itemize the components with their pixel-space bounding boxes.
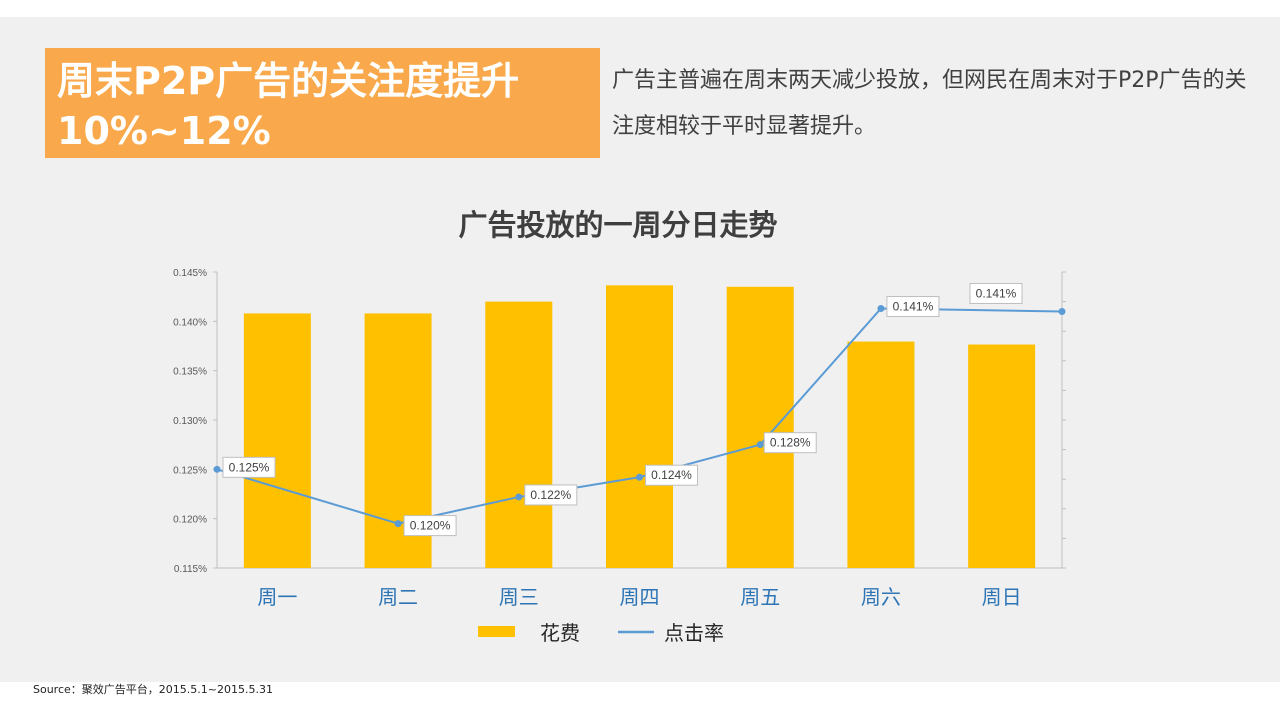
data-label-box xyxy=(886,296,940,318)
headline-box: 周末P2P广告的关注度提升 10%~12% xyxy=(45,48,600,158)
clickrate-point xyxy=(636,473,643,481)
clickrate-point xyxy=(394,520,402,528)
data-label-box xyxy=(763,432,817,454)
x-category-label: 周一 xyxy=(257,587,297,609)
y-tick-label: 0.135% xyxy=(173,367,207,378)
data-label-box xyxy=(222,456,276,478)
clickrate-point xyxy=(877,305,885,313)
data-label-box xyxy=(403,515,457,537)
clickrate-point xyxy=(213,465,221,473)
y-tick-label: 0.145% xyxy=(173,268,207,279)
legend-label-line: 点击率 xyxy=(664,622,724,645)
clickrate-point xyxy=(1058,307,1066,315)
y-tick-label: 0.125% xyxy=(173,465,207,476)
bar-3 xyxy=(485,301,553,568)
data-label-box xyxy=(524,484,578,506)
x-category-label: 周五 xyxy=(740,587,780,609)
headline-line2: 10%~12% xyxy=(57,109,271,153)
chart-title: 广告投放的一周分日走势 xyxy=(458,208,778,242)
y-tick-label: 0.120% xyxy=(173,515,207,526)
data-label: 0.120% xyxy=(410,519,451,533)
data-label-box xyxy=(969,282,1023,304)
data-label: 0.124% xyxy=(651,468,692,482)
bar-5 xyxy=(726,286,794,568)
x-category-label: 周二 xyxy=(378,587,418,609)
data-label: 0.128% xyxy=(770,436,811,450)
clickrate-point xyxy=(756,441,764,449)
bar-4 xyxy=(606,285,673,568)
legend-swatch-bar xyxy=(478,626,515,637)
clickrate-point xyxy=(515,493,523,501)
data-label: 0.141% xyxy=(976,286,1017,300)
x-category-label: 周三 xyxy=(499,587,539,609)
bar-7 xyxy=(968,344,1036,568)
y-tick-label: 0.140% xyxy=(173,317,207,328)
headline-line1: 周末P2P广告的关注度提升 xyxy=(57,59,520,103)
data-label: 0.141% xyxy=(893,300,934,314)
x-category-label: 周四 xyxy=(620,587,660,609)
description-text: 广告主普遍在周末两天减少投放，但网民在周末对于P2P广告的关注度相较于平时显著提… xyxy=(612,68,1247,139)
data-label: 0.125% xyxy=(229,460,270,474)
data-label: 0.122% xyxy=(530,488,571,502)
legend-label-bar: 花费 xyxy=(540,622,580,645)
bar-1 xyxy=(243,313,311,568)
data-label-box xyxy=(645,464,698,486)
bar-6 xyxy=(847,341,915,568)
y-tick-label: 0.130% xyxy=(173,416,207,427)
x-category-label: 周六 xyxy=(861,586,901,609)
y-tick-label: 0.115% xyxy=(174,564,207,575)
source-note: Source：聚效广告平台，2015.5.1~2015.5.31 xyxy=(33,683,273,696)
x-category-label: 周日 xyxy=(982,587,1022,609)
